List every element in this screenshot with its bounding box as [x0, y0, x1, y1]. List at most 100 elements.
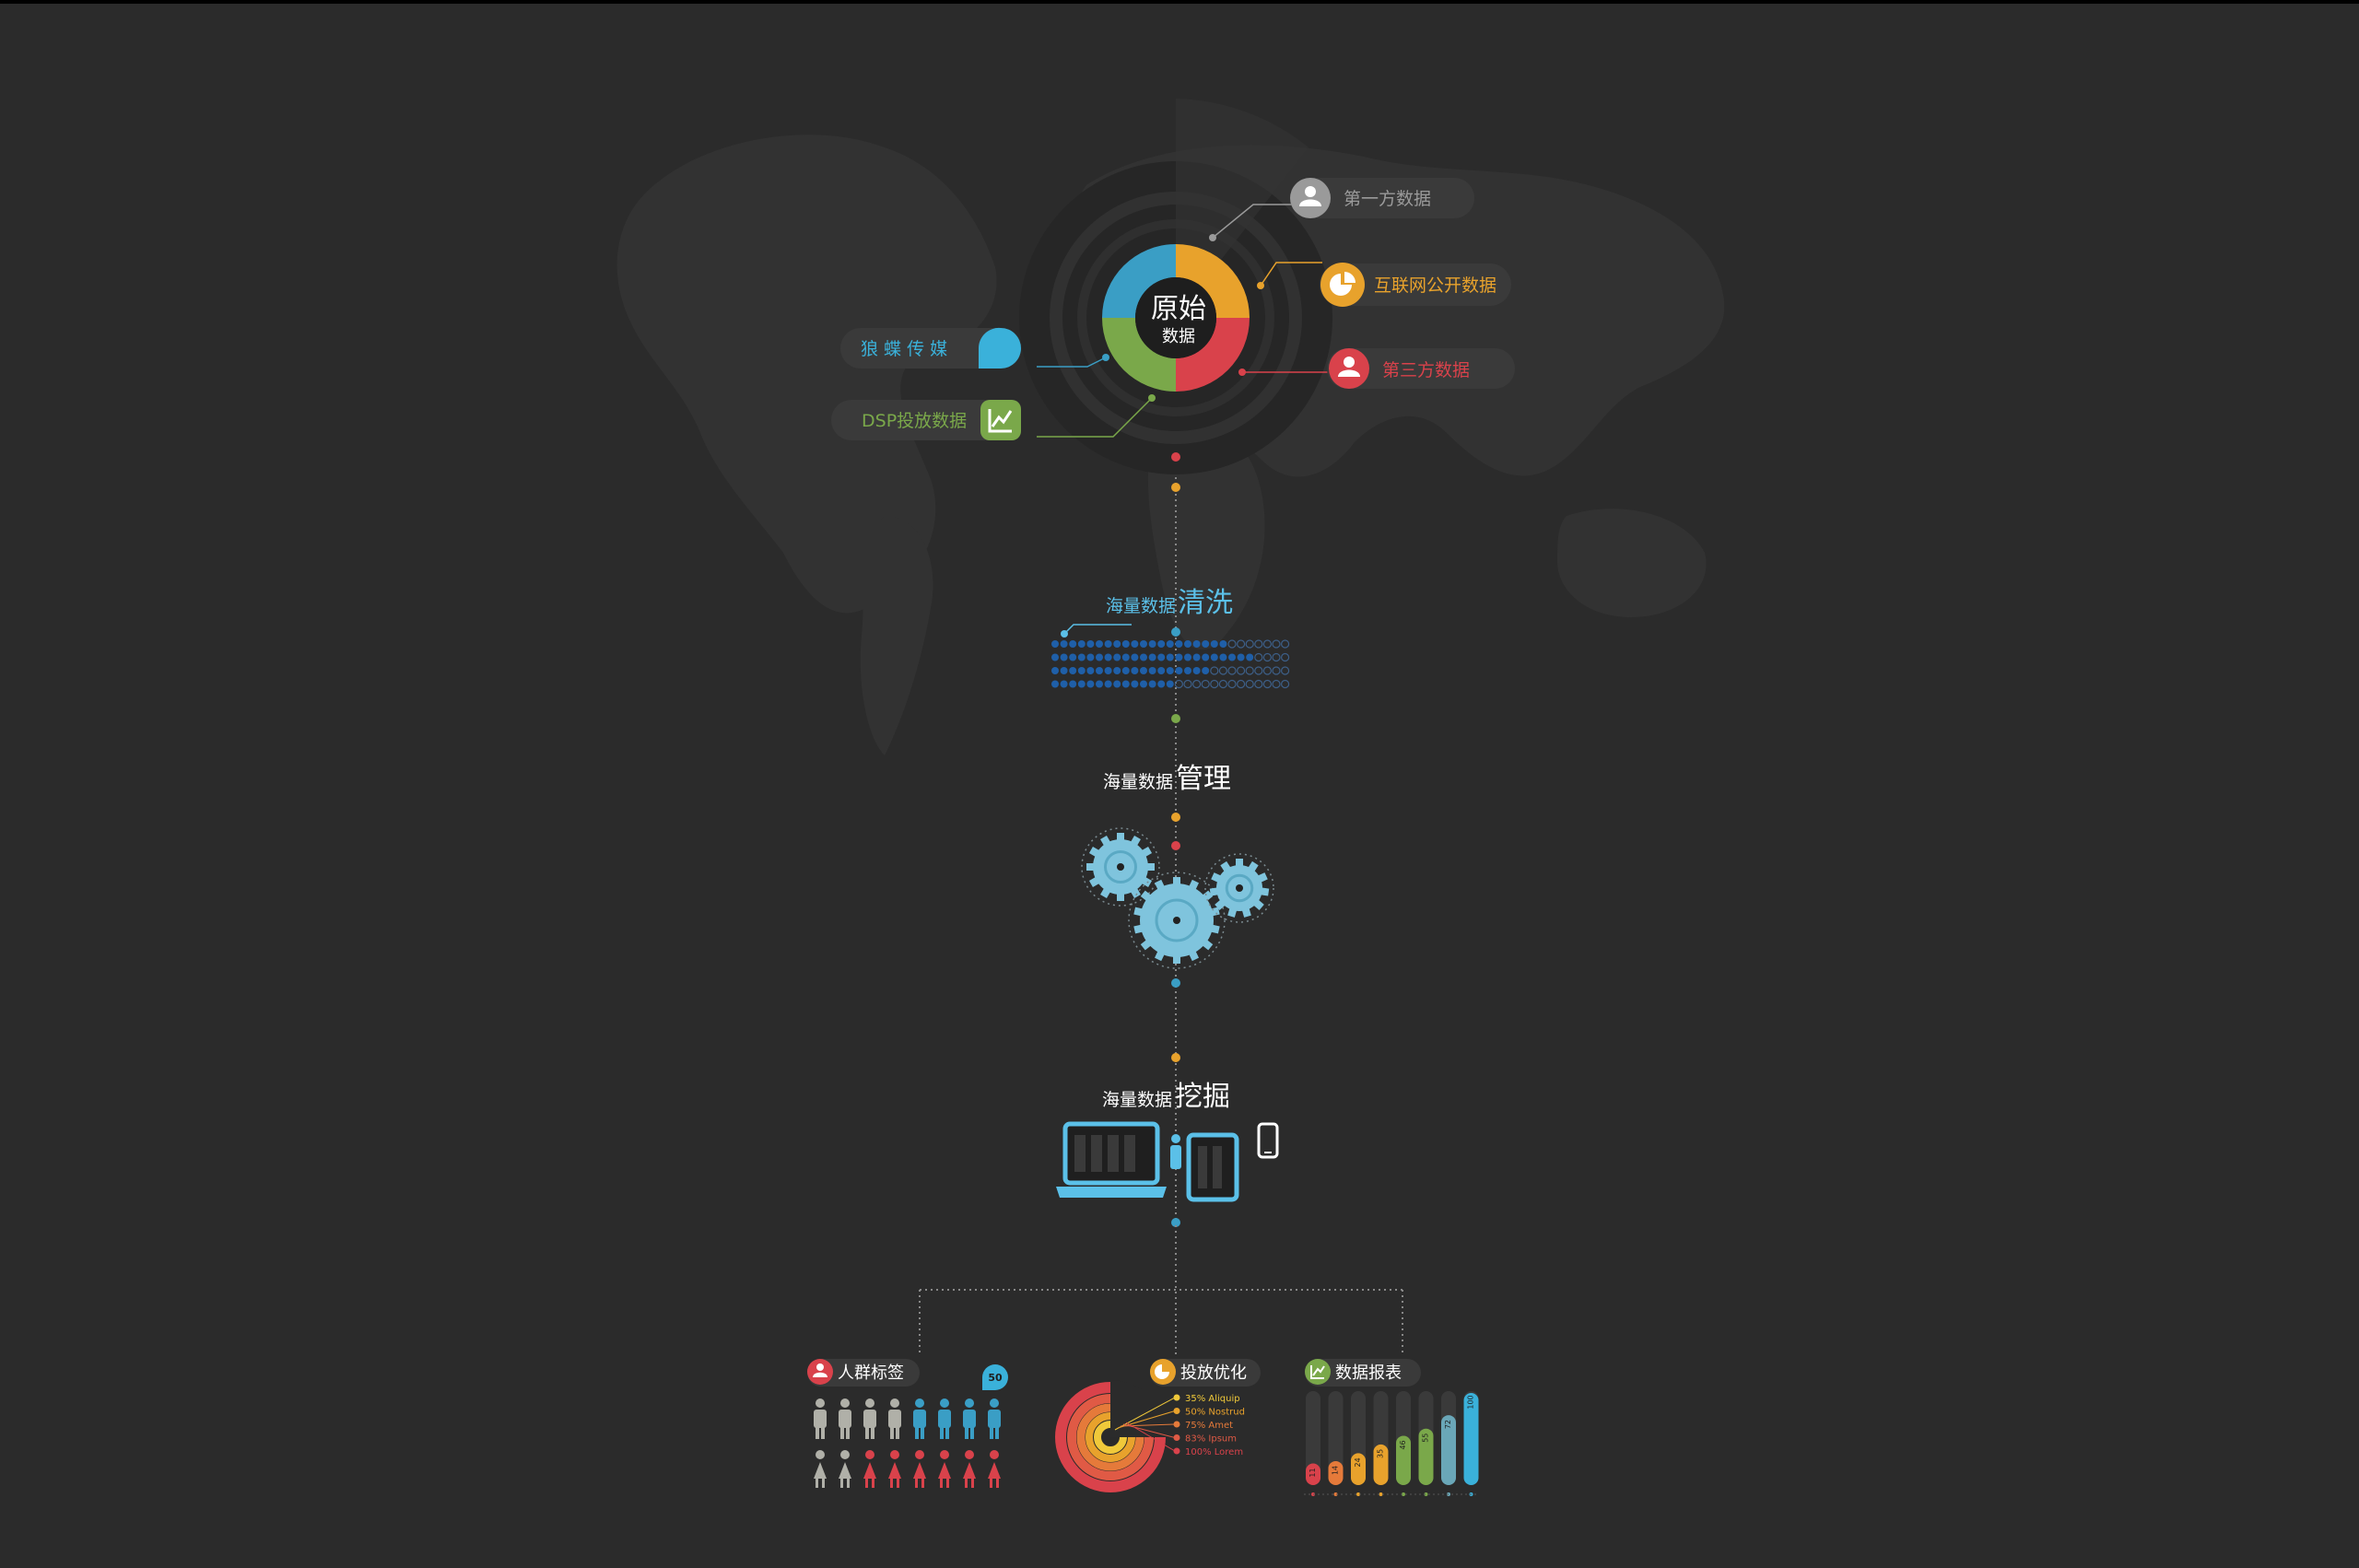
- matrix-dot: [1148, 653, 1156, 661]
- person-icon: [839, 1398, 851, 1439]
- matrix-dot: [1113, 653, 1121, 661]
- person-icon: [888, 1450, 901, 1488]
- stage-manage-prefix: 海量数据: [1103, 772, 1173, 792]
- radial-cut: [1110, 1380, 1168, 1437]
- gear-tooth: [1173, 877, 1180, 888]
- matrix-dot: [1157, 640, 1166, 648]
- gear: [1204, 853, 1274, 923]
- matrix-dot: [1183, 679, 1192, 689]
- source-langdie: 狼 蝶 传 媒: [840, 327, 1109, 369]
- matrix-dot: [1237, 653, 1245, 661]
- stage-clean: 海量数据 清洗: [1051, 587, 1290, 689]
- matrix-dot: [1245, 639, 1254, 649]
- matrix-dot: [1210, 679, 1219, 689]
- source-third-party-label: 第三方数据: [1382, 360, 1470, 380]
- report-tick-dot: [1333, 1492, 1338, 1496]
- person-icon: [839, 1450, 851, 1488]
- person-icon: [1299, 186, 1321, 206]
- matrix-dot: [1210, 640, 1218, 648]
- gear: [1128, 872, 1226, 969]
- raw-data-hub: 原始 数据: [1019, 99, 1332, 474]
- report-tick-dot: [1424, 1492, 1428, 1496]
- matrix-dot: [1254, 666, 1263, 675]
- matrix-dot: [1104, 653, 1112, 661]
- source-dsp-label: DSP投放数据: [862, 411, 967, 431]
- gear-inner-ring: [1225, 873, 1254, 903]
- matrix-dot: [1077, 653, 1086, 661]
- legend-dot: [1173, 1408, 1180, 1414]
- gear: [1081, 827, 1160, 907]
- source-first-party-label: 第一方数据: [1344, 189, 1431, 209]
- person-icon: [963, 1398, 976, 1439]
- matrix-dot: [1131, 680, 1139, 688]
- hub-quadrant-blue: [1102, 244, 1176, 318]
- person-icon: [963, 1450, 976, 1488]
- person-icon: [1338, 357, 1360, 377]
- crowd-badge-count: 50: [988, 1372, 1003, 1384]
- matrix-dot: [1077, 667, 1086, 674]
- matrix-dot: [1280, 679, 1290, 689]
- report-bar: [1396, 1435, 1411, 1485]
- matrix-dot: [1184, 653, 1191, 661]
- matrix-dot: [1272, 679, 1281, 689]
- matrix-dot: [1069, 653, 1077, 661]
- matrix-dot: [1121, 653, 1130, 661]
- report-label: 数据报表: [1335, 1363, 1402, 1383]
- source-internet-public-label: 互联网公开数据: [1374, 275, 1496, 296]
- person-icon: [863, 1398, 876, 1439]
- person-icon: [938, 1450, 951, 1488]
- matrix-dot: [1262, 639, 1273, 649]
- optimize-panel: 投放优化 35% Aliquip 50% Nostrud 75% Amet 83% I…: [1055, 1359, 1261, 1492]
- gear-inner-ring: [1155, 898, 1199, 942]
- gear-tooth: [1117, 890, 1124, 901]
- gear-tooth: [1173, 953, 1180, 964]
- source-langdie-label: 狼 蝶 传 媒: [861, 339, 947, 359]
- laptop-icon: [1056, 1121, 1167, 1198]
- person-icon: [888, 1398, 901, 1439]
- person-icon: [938, 1398, 951, 1439]
- matrix-dot: [1184, 667, 1191, 674]
- gear-orbit: [1128, 872, 1226, 969]
- pie-icon: [1330, 272, 1356, 296]
- report-tick-dot: [1379, 1492, 1383, 1496]
- report-bar: [1441, 1415, 1456, 1485]
- matrix-dot: [1060, 640, 1068, 648]
- speech-bubble-icon: [978, 327, 1021, 369]
- person-figure-icon: [1170, 1134, 1181, 1169]
- line-chart-icon: [988, 409, 1013, 433]
- legend-item: 50% Nostrud: [1185, 1408, 1245, 1418]
- matrix-dot: [1192, 640, 1201, 648]
- radial-legend: 35% Aliquip 50% Nostrud 75% Amet 83% Ipsum 1…: [1114, 1394, 1245, 1457]
- legend-item: 75% Amet: [1185, 1421, 1233, 1431]
- matrix-dot: [1175, 667, 1183, 674]
- matrix-dot: [1086, 653, 1095, 661]
- matrix-dot: [1157, 667, 1166, 674]
- matrix-dot: [1131, 667, 1139, 674]
- matrix-dot: [1202, 640, 1210, 648]
- report-bar: [1418, 1428, 1434, 1485]
- matrix-dot: [1202, 653, 1210, 661]
- matrix-dot: [1192, 653, 1201, 661]
- matrix-dot: [1236, 666, 1246, 675]
- report-bar-label: 46: [1399, 1440, 1407, 1449]
- crowd-tags-label: 人群标签: [838, 1363, 904, 1383]
- matrix-dot: [1086, 640, 1095, 648]
- matrix-dot: [1096, 680, 1103, 688]
- matrix-dot: [1166, 640, 1174, 648]
- matrix-dot: [1262, 679, 1273, 689]
- gear-inner-ring: [1104, 850, 1137, 883]
- matrix-dot: [1096, 667, 1103, 674]
- report-tick-dot: [1402, 1492, 1405, 1496]
- person-icon: [988, 1398, 1001, 1439]
- hub-quadrant-green: [1102, 318, 1176, 392]
- report-track: [1328, 1391, 1344, 1485]
- matrix-dot: [1280, 639, 1290, 649]
- legend-item: 83% Ipsum: [1185, 1434, 1237, 1445]
- matrix-dot: [1086, 667, 1095, 674]
- report-bar-label: 72: [1444, 1420, 1452, 1429]
- report-bar: [1328, 1460, 1344, 1485]
- matrix-dot: [1262, 666, 1273, 675]
- people-grid: [814, 1398, 1001, 1488]
- report-bar: [1306, 1463, 1320, 1485]
